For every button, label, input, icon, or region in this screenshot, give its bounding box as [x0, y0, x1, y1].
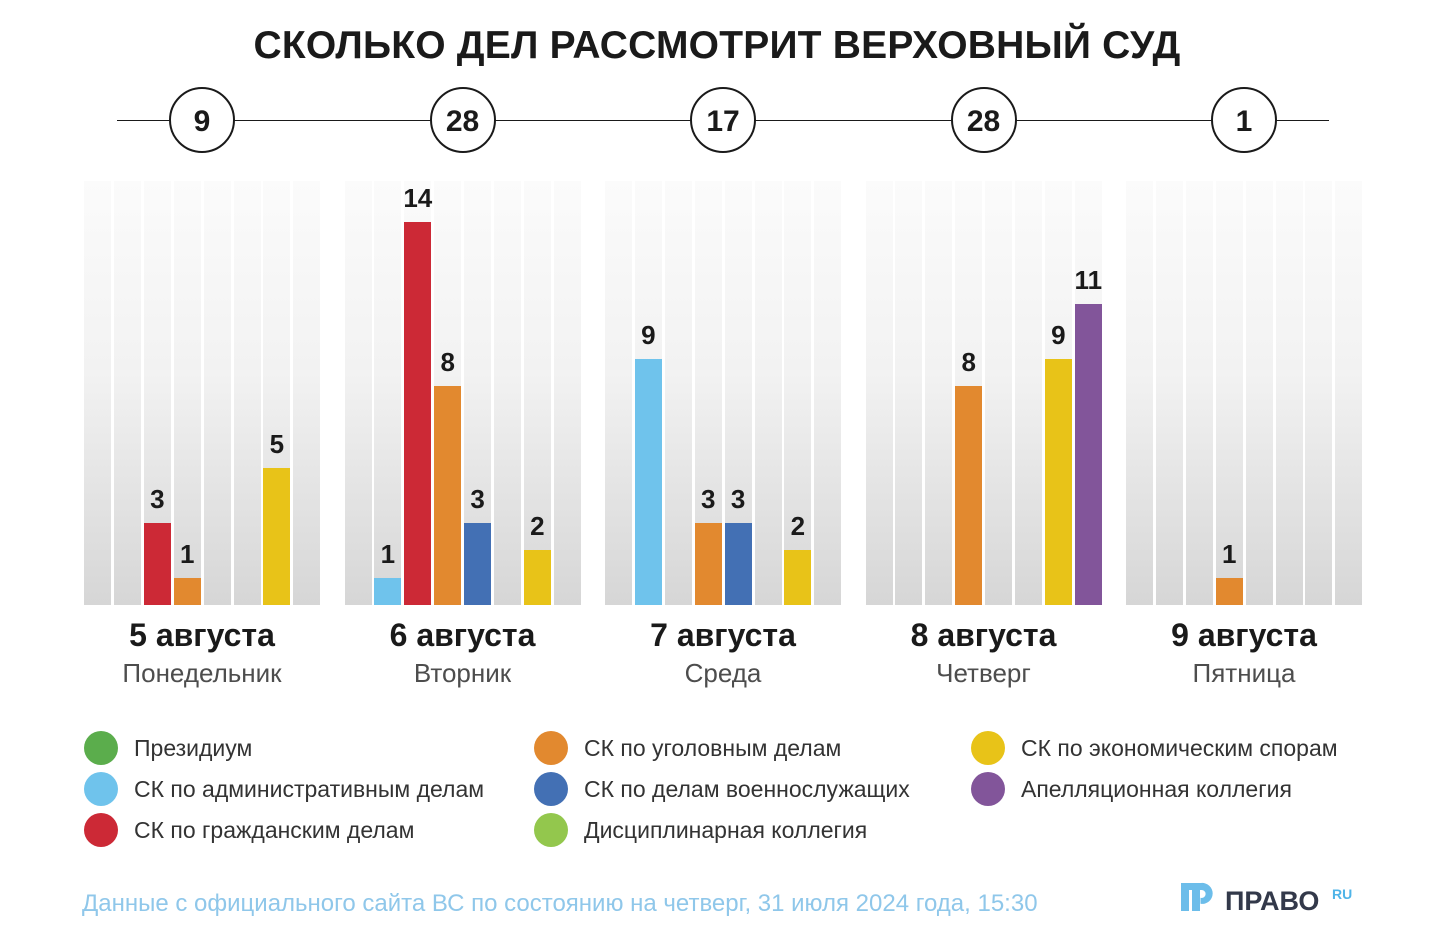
svg-text:ПРАВО: ПРАВО [1225, 886, 1319, 913]
svg-text:RU: RU [1332, 886, 1352, 902]
